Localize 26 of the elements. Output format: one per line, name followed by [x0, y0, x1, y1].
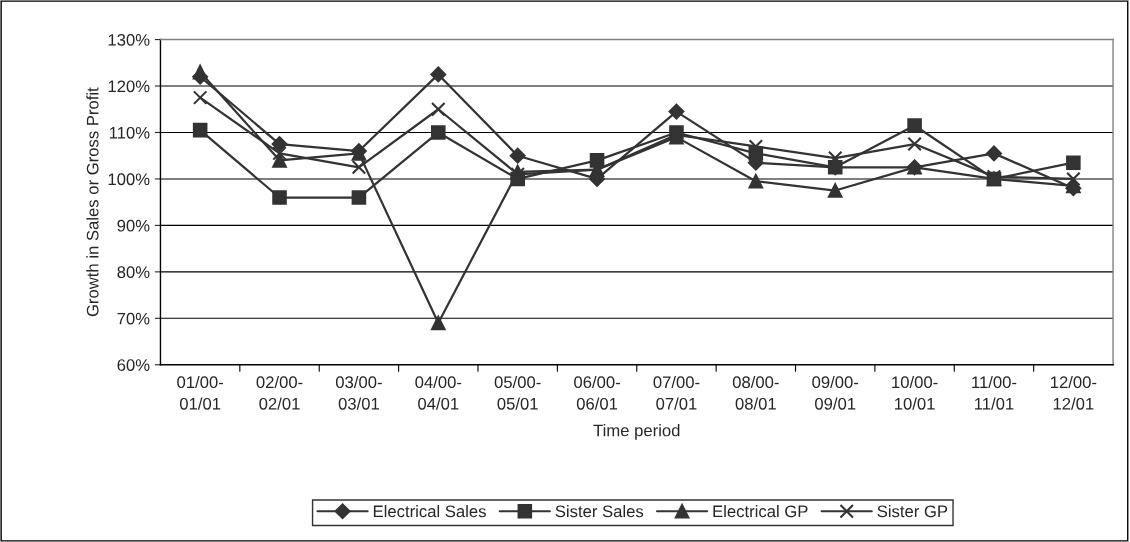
x-tick-label: 11/00- 11/01: [972, 375, 1017, 410]
y-axis-title: Growth in Sales or Gross Profit: [86, 87, 99, 317]
legend-label: Electrical GP: [713, 505, 808, 518]
x-axis-title: Time period: [593, 424, 680, 440]
x-tick-label: 10/00- 10/01: [892, 375, 938, 410]
x-tick-label: 02/00- 02/01: [256, 375, 303, 410]
x-tick-label: 07/00- 07/01: [653, 375, 700, 410]
x-tick-label: 04/00- 04/01: [415, 375, 462, 410]
legend-label: Sister Sales: [555, 505, 644, 518]
x-tick-label: 06/00- 06/01: [574, 375, 620, 410]
x-tick-label: 05/00- 05/01: [494, 375, 541, 410]
x-tick-label: 09/00- 09/01: [812, 375, 859, 410]
y-tick-label: 100%: [108, 173, 150, 186]
y-tick-label: 80%: [117, 266, 150, 279]
y-tick-label: 120%: [108, 80, 150, 93]
x-tick-label: 01/00- 01/01: [177, 375, 224, 410]
y-tick-label: 130%: [108, 33, 150, 46]
y-tick-label: 110%: [109, 126, 150, 139]
y-tick-label: 90%: [117, 219, 150, 232]
y-tick-label: 70%: [117, 312, 150, 325]
x-tick-label: 03/00- 03/01: [335, 375, 382, 410]
legend-label: Electrical Sales: [373, 505, 486, 518]
x-tick-label: 12/00- 12/01: [1051, 375, 1097, 410]
x-tick-label: 08/00- 08/01: [732, 375, 779, 410]
legend-label: Sister GP: [877, 505, 948, 518]
y-tick-label: 60%: [117, 359, 150, 371]
